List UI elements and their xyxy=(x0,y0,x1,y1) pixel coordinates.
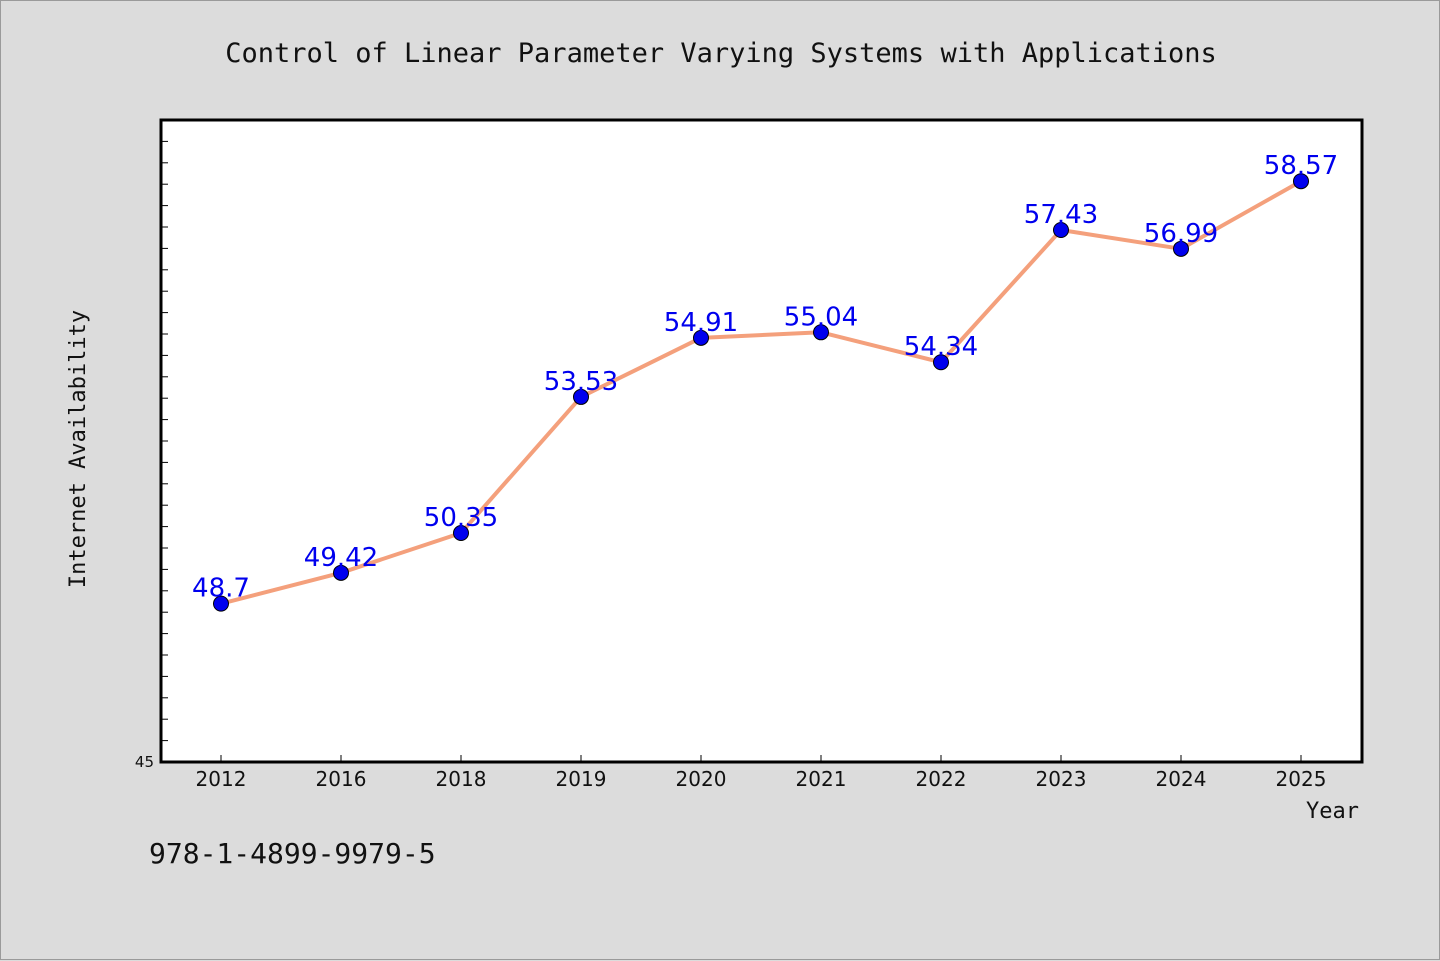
data-point xyxy=(453,525,469,542)
x-tick-label: 2021 xyxy=(796,767,847,791)
data-label: 48.7 xyxy=(192,574,250,604)
data-point xyxy=(1173,240,1189,257)
y-tick-label-min: 45 xyxy=(135,753,154,771)
x-axis-label: Year xyxy=(1306,799,1359,824)
plot-area xyxy=(161,120,1362,762)
isbn-text: 978-1-4899-9979-5 xyxy=(149,837,436,870)
data-point xyxy=(933,354,949,371)
data-point xyxy=(693,329,709,346)
x-tick-label: 2016 xyxy=(316,767,367,791)
x-axis-ticks: 2012 2016 2018 2019 2020 2021 2022 2023 2024 2025 xyxy=(196,755,1327,791)
data-label: 55.04 xyxy=(784,302,858,332)
data-label: 58.57 xyxy=(1264,151,1338,181)
x-tick-label: 2023 xyxy=(1036,767,1087,791)
data-label: 53.53 xyxy=(544,367,618,397)
data-label: 54.34 xyxy=(904,332,978,362)
x-tick-label: 2024 xyxy=(1156,767,1207,791)
data-point xyxy=(213,595,229,612)
series-layer xyxy=(213,173,1309,612)
data-point xyxy=(573,388,589,405)
data-label: 50.35 xyxy=(424,503,498,533)
data-labels: 48.7 49.42 50.35 53.53 54.91 55.04 54.34 57.43 5… xyxy=(192,151,1338,603)
x-tick-label: 2018 xyxy=(436,767,487,791)
x-tick-label: 2022 xyxy=(916,767,967,791)
series-line xyxy=(220,179,1302,606)
chart-title: Control of Linear Parameter Varying Syst… xyxy=(225,38,1217,69)
data-label: 56.99 xyxy=(1144,219,1218,249)
x-tick-label: 2020 xyxy=(676,767,727,791)
data-point xyxy=(333,564,349,581)
data-point xyxy=(1293,173,1309,190)
data-label: 57.43 xyxy=(1024,200,1098,230)
x-tick-label: 2025 xyxy=(1276,767,1327,791)
data-label: 49.42 xyxy=(304,543,378,573)
data-point xyxy=(1053,221,1069,238)
data-label: 54.91 xyxy=(664,308,738,338)
x-tick-label: 2019 xyxy=(556,767,607,791)
y-axis-label: Internet Availability xyxy=(66,310,91,588)
x-tick-label: 2012 xyxy=(196,767,247,791)
data-point xyxy=(813,324,829,341)
plot-border xyxy=(159,118,1364,764)
